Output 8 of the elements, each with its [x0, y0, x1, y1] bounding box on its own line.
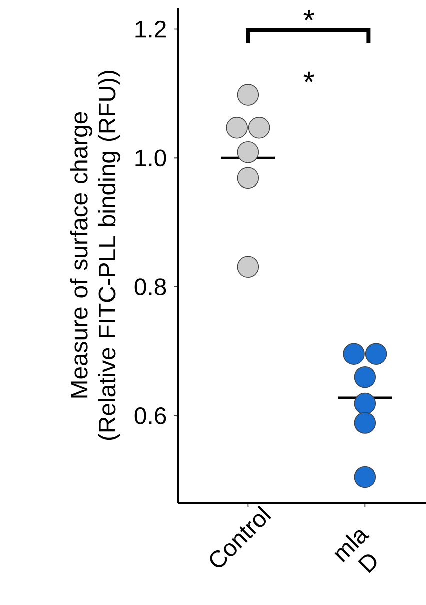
- y-tick-label: 1.0: [136, 150, 166, 167]
- annotation: *: [304, 72, 314, 82]
- x-tick-label: mla D: [334, 530, 377, 574]
- y-tick-label: 0.6: [134, 408, 166, 424]
- y-axis-title: Measure of surface charge (Relative FITC-PLL binding (RFU)): [70, 71, 120, 440]
- annotation: *: [304, 10, 314, 21]
- y-tick-label: 1.2: [136, 20, 166, 38]
- y-tick-label: 0.8: [134, 278, 166, 296]
